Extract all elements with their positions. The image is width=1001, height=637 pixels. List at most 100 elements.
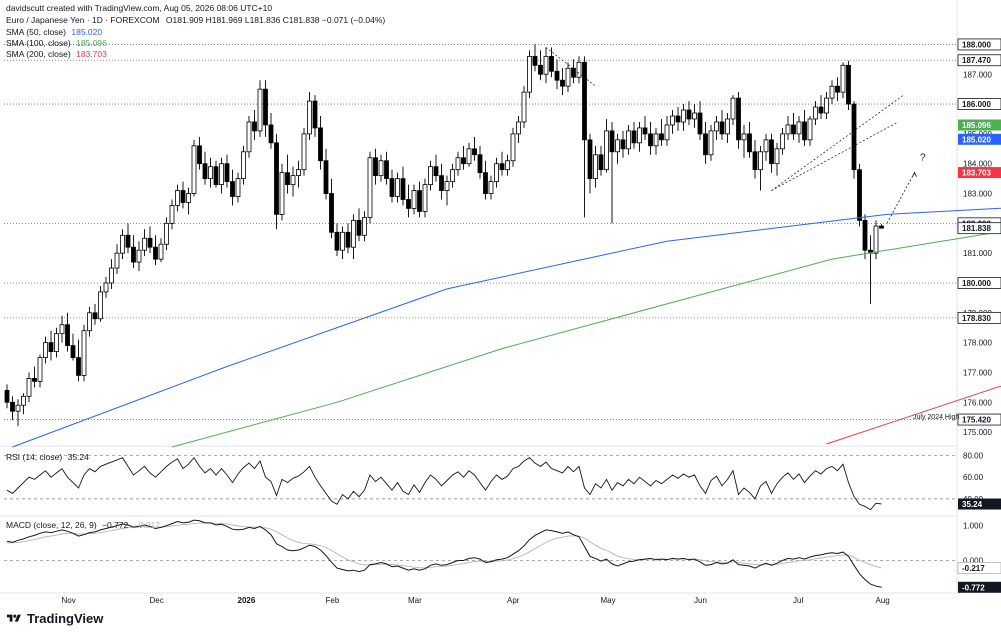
candle-body	[692, 112, 697, 120]
candle-body	[373, 157, 378, 177]
level-label: 187.470	[962, 56, 991, 65]
candle-body	[873, 225, 879, 254]
candle-body	[774, 148, 780, 165]
candle-body	[323, 160, 329, 194]
level-label-box	[957, 413, 1001, 426]
candle-body	[686, 109, 692, 120]
sma-value-label: 185.020	[962, 135, 991, 144]
candle-body	[197, 145, 202, 165]
candle-body	[219, 163, 224, 185]
candle-body	[191, 145, 197, 194]
time-tick-label: 2026	[238, 596, 256, 605]
candle-body	[329, 193, 334, 233]
candle-body	[340, 231, 345, 251]
candle-body	[851, 103, 857, 171]
sma200-legend[interactable]: SMA (200, close) 183.703	[6, 49, 107, 59]
candle-body	[136, 249, 142, 263]
sma50-legend[interactable]: SMA (50, close) 185.020	[6, 27, 102, 37]
candle-body	[21, 395, 26, 406]
candle-body	[505, 160, 510, 171]
candle-body	[455, 157, 461, 171]
candle-body	[598, 154, 604, 171]
candle-body	[246, 121, 252, 153]
candle-body	[400, 178, 406, 200]
rsi-label: RSI (14, close)	[6, 452, 63, 462]
sma-value-badge	[958, 167, 1001, 179]
candle-body	[543, 55, 549, 75]
candle-body	[268, 124, 274, 144]
candle-body	[857, 169, 862, 221]
ohlc-values: O181.909 H181.969 L181.836 C181.838 −0.0…	[165, 15, 386, 25]
time-tick-label: Dec	[150, 596, 164, 605]
macd-badge-label: -0.772	[962, 583, 985, 592]
macd-signal-value: −0.217	[133, 520, 160, 530]
candle-body	[125, 234, 131, 248]
candle-body	[43, 342, 48, 358]
candle-body	[213, 166, 219, 185]
sma100-legend[interactable]: SMA (100, close) 185.096	[6, 38, 107, 48]
candle-body	[180, 190, 186, 203]
candle-body	[241, 151, 246, 180]
credit-text: davidscutt created with TradingView.com,…	[6, 3, 273, 13]
candle-body	[406, 199, 411, 209]
symbol-legend: Euro / Japanese Yen · 1D · FOREXCOM O181…	[6, 15, 385, 25]
candle-body	[730, 97, 736, 120]
candle-body	[65, 324, 70, 346]
macd-signal-badge-label: -0.217	[962, 564, 985, 573]
candle-body	[824, 97, 829, 114]
sma50-label: SMA (50, close)	[6, 27, 66, 37]
price-tick-label: 187.000	[963, 70, 992, 79]
level-label: 180.000	[962, 279, 991, 288]
candle-body	[301, 133, 307, 171]
price-tick-label: 184.000	[963, 160, 992, 169]
candle-body	[807, 118, 813, 141]
candle-body	[362, 216, 367, 236]
level-label: 175.420	[962, 416, 991, 425]
candle-body	[708, 130, 714, 156]
price-tick-label: 178.000	[963, 339, 992, 348]
macd-legend[interactable]: MACD (close, 12, 26, 9) −0.772 −0.217	[6, 520, 160, 530]
level-label-box	[957, 277, 1001, 289]
candle-body	[527, 55, 532, 93]
candle-body	[54, 333, 59, 352]
candle-body	[653, 133, 659, 147]
candle-body	[224, 163, 230, 183]
candle-body	[356, 219, 362, 236]
symbol-title[interactable]: Euro / Japanese Yen · 1D · FOREXCOM	[6, 15, 160, 25]
time-tick-label: Jul	[793, 596, 803, 605]
trend-line	[545, 47, 596, 87]
candle-body	[648, 133, 653, 147]
level-label-box	[957, 38, 1001, 51]
candle-body	[659, 133, 664, 141]
candle-body	[450, 169, 455, 183]
candle-body	[796, 121, 802, 135]
candle-body	[345, 231, 351, 248]
candle-body	[862, 219, 868, 251]
candle-body	[560, 79, 565, 87]
candle-body	[164, 222, 169, 245]
rsi-line	[6, 456, 882, 511]
candle-body	[466, 148, 472, 165]
price-tick-label: 177.000	[963, 368, 992, 377]
projection-arrowhead	[912, 171, 917, 177]
candle-body	[428, 166, 433, 185]
candle-body	[114, 252, 120, 269]
sma-line-100	[171, 231, 1001, 448]
candle-body	[587, 139, 593, 180]
last-price-label: 181.838	[962, 224, 991, 233]
time-tick-label: Aug	[876, 596, 890, 605]
time-tick-label: Feb	[326, 596, 340, 605]
tradingview-brand: TradingView	[27, 611, 104, 626]
last-price-badge	[957, 222, 1001, 235]
rsi-legend[interactable]: RSI (14, close) 35.24	[6, 452, 89, 462]
price-tick-label: 176.000	[963, 398, 992, 407]
tradingview-logo[interactable]: TradingView	[6, 611, 103, 626]
candle-body	[879, 225, 884, 229]
question-mark: ?	[920, 153, 926, 164]
macd-tick-label: 1.000	[963, 522, 984, 531]
candle-body	[664, 124, 670, 141]
candle-body	[158, 243, 164, 260]
candle-body	[169, 205, 175, 224]
candle-body	[263, 88, 268, 126]
